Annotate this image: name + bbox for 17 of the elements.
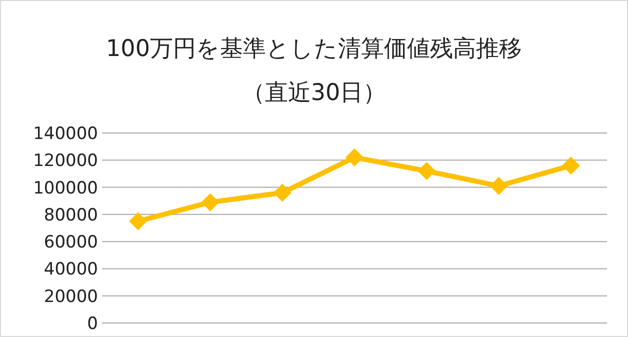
point [273,184,292,202]
point [562,156,580,175]
point [346,148,364,166]
y-tick-label: 20000 [44,286,98,307]
y-tick-label: 40000 [44,260,98,280]
y-tick-label: 0 [87,314,98,334]
y-tick-label: 120000 [33,151,98,172]
y-tick-label: 80000 [44,205,98,226]
point [201,193,220,212]
point [418,162,436,180]
point [129,212,148,230]
y-tick-label: 60000 [44,232,98,253]
y-tick-label: 100000 [33,178,98,198]
point [490,176,508,195]
chart-title: 100万円を基準とした清算価値残高推移 [106,36,522,62]
chart-subtitle: （直近30日） [242,80,386,106]
y-tick-label: 140000 [33,124,98,144]
